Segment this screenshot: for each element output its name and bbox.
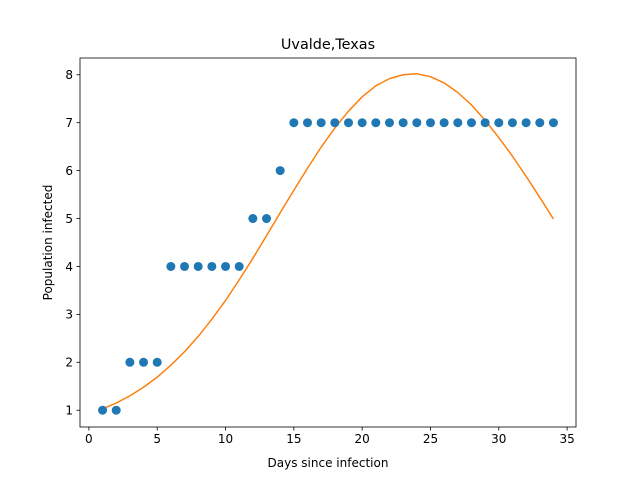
data-point	[425, 118, 435, 128]
y-tick-label: 3	[65, 308, 73, 322]
data-point	[303, 118, 313, 128]
data-point	[371, 118, 381, 128]
data-point	[357, 118, 367, 128]
y-axis: 1 2 3 4 5 6 7 8	[65, 68, 80, 418]
data-point	[248, 214, 258, 224]
y-tick-label: 7	[65, 116, 73, 130]
data-point	[343, 118, 353, 128]
x-tick-label: 10	[218, 432, 233, 446]
data-point	[289, 118, 299, 128]
y-tick-label: 1	[65, 404, 73, 418]
data-point	[125, 357, 135, 367]
plot-frame	[79, 57, 577, 428]
data-point	[453, 118, 463, 128]
y-tick-label: 6	[65, 164, 73, 178]
fitted-curve	[102, 73, 555, 410]
data-point	[330, 118, 340, 128]
y-tick-label: 2	[65, 356, 73, 370]
y-tick-label: 8	[65, 68, 73, 82]
data-point	[548, 118, 558, 128]
data-point	[98, 405, 108, 415]
data-point	[152, 357, 162, 367]
x-tick-label: 30	[491, 432, 506, 446]
data-point	[193, 261, 203, 271]
x-tick-label: 35	[559, 432, 574, 446]
data-point	[221, 261, 231, 271]
plot-area	[98, 73, 558, 415]
data-point	[521, 118, 531, 128]
chart-title: Uvalde,Texas	[281, 37, 375, 53]
x-tick-label: 0	[85, 432, 93, 446]
data-point	[207, 261, 217, 271]
data-point	[480, 118, 490, 128]
data-point	[466, 118, 476, 128]
x-tick-label: 20	[355, 432, 370, 446]
data-point	[180, 261, 190, 271]
x-axis-label: Days since infection	[268, 456, 389, 470]
x-tick-label: 15	[286, 432, 301, 446]
data-point	[439, 118, 449, 128]
data-point	[507, 118, 517, 128]
data-point	[262, 214, 272, 224]
data-point	[412, 118, 422, 128]
data-point	[398, 118, 408, 128]
data-point	[166, 261, 176, 271]
data-point	[111, 405, 121, 415]
y-tick-label: 4	[65, 260, 73, 274]
data-point	[275, 166, 285, 176]
x-axis: 0 5 10 15 20 25 30 35	[85, 427, 575, 446]
y-axis-label: Population infected	[41, 185, 55, 301]
y-tick-label: 5	[65, 212, 73, 226]
data-point	[535, 118, 545, 128]
data-point	[139, 357, 149, 367]
data-point	[234, 261, 244, 271]
x-tick-label: 25	[423, 432, 438, 446]
data-point	[494, 118, 504, 128]
data-point	[384, 118, 394, 128]
x-tick-label: 5	[153, 432, 161, 446]
data-point	[316, 118, 326, 128]
